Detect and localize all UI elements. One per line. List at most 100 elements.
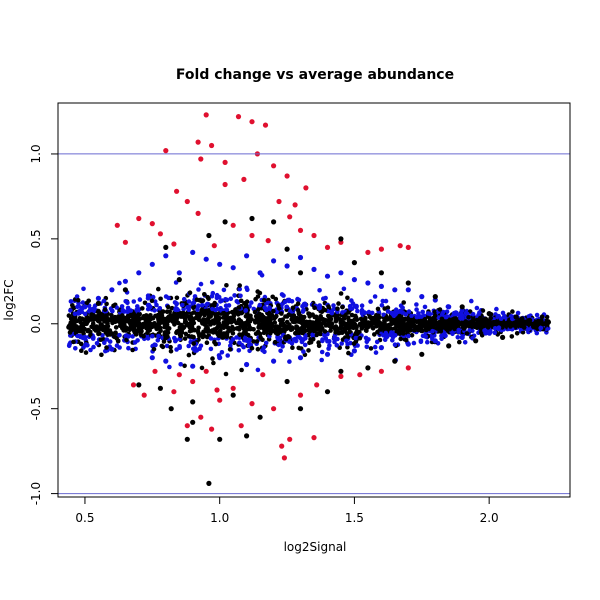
band-point — [492, 326, 498, 331]
data-point — [365, 365, 371, 371]
band-point — [252, 309, 258, 315]
band-point — [301, 349, 306, 354]
band-point — [290, 305, 296, 311]
data-point — [378, 345, 384, 351]
band-point — [393, 311, 398, 317]
band-point — [251, 327, 256, 332]
band-point — [257, 302, 263, 308]
band-point — [110, 320, 115, 326]
band-point — [279, 311, 284, 316]
band-point — [456, 329, 461, 335]
band-point — [257, 290, 263, 296]
band-point — [104, 301, 109, 307]
band-point — [185, 305, 190, 310]
band-point — [191, 334, 196, 340]
band-point — [208, 346, 214, 352]
band-point — [510, 309, 515, 314]
band-point — [158, 320, 163, 326]
band-point — [278, 348, 283, 354]
series-1 — [82, 249, 492, 369]
y-tick-label: 0.5 — [29, 229, 43, 248]
data-point — [114, 222, 120, 228]
data-point — [378, 270, 384, 276]
band-point — [326, 313, 331, 319]
data-point — [473, 338, 479, 344]
band-point — [287, 308, 293, 314]
band-point — [117, 280, 122, 286]
band-point — [392, 326, 398, 331]
band-point — [319, 349, 325, 355]
data-point — [95, 295, 101, 301]
band-point — [231, 326, 236, 332]
band-point — [154, 323, 160, 328]
data-point — [284, 246, 290, 252]
band-point — [271, 308, 276, 314]
band-point — [325, 339, 330, 344]
data-point — [297, 392, 304, 398]
y-tick-label: 0.0 — [29, 314, 43, 333]
band-point — [145, 336, 151, 341]
band-point — [205, 319, 210, 325]
band-point — [498, 320, 503, 326]
data-point — [338, 368, 344, 374]
band-point — [339, 341, 345, 346]
band-point — [329, 310, 335, 316]
data-point — [324, 244, 331, 250]
data-point — [157, 231, 163, 237]
band-point — [204, 302, 209, 308]
band-point — [344, 338, 349, 344]
band-point — [531, 323, 536, 329]
band-point — [131, 315, 136, 321]
band-point — [162, 317, 167, 323]
data-point — [284, 263, 290, 269]
band-point — [453, 316, 459, 321]
band-point — [237, 286, 242, 292]
band-point — [103, 348, 108, 354]
band-point — [316, 306, 322, 311]
band-point — [346, 350, 351, 356]
band-point — [101, 298, 107, 304]
data-point — [297, 254, 304, 261]
data-point — [184, 198, 190, 205]
band-point — [205, 294, 210, 300]
band-point — [307, 340, 312, 346]
band-point — [394, 321, 400, 327]
band-point — [383, 298, 389, 304]
band-point — [191, 341, 196, 346]
band-point — [503, 322, 508, 327]
band-point — [248, 326, 253, 332]
band-point — [355, 308, 360, 314]
band-point — [346, 310, 351, 315]
band-point — [432, 313, 438, 319]
data-point — [271, 258, 277, 264]
data-point — [149, 221, 155, 227]
band-point — [260, 314, 265, 320]
band-point — [538, 325, 544, 331]
band-point — [164, 309, 170, 315]
data-point — [271, 163, 277, 169]
band-point — [351, 341, 357, 346]
band-point — [131, 327, 137, 332]
data-point — [446, 304, 452, 310]
band-point — [224, 315, 229, 321]
x-tick-label: 0.5 — [75, 511, 94, 525]
band-point — [73, 328, 79, 334]
band-point — [145, 302, 151, 308]
band-point — [372, 294, 378, 299]
band-point — [175, 311, 181, 317]
band-point — [90, 336, 96, 341]
band-point — [409, 313, 414, 319]
band-point — [462, 321, 467, 327]
band-point — [153, 342, 158, 348]
data-point — [419, 351, 425, 357]
band-point — [254, 339, 260, 344]
data-point — [171, 389, 177, 395]
band-point — [204, 340, 210, 346]
band-point — [245, 332, 251, 338]
band-point — [98, 337, 104, 343]
band-point — [77, 316, 83, 321]
band-point — [368, 315, 374, 321]
band-point — [223, 371, 229, 377]
band-point — [432, 309, 438, 315]
band-point — [273, 296, 279, 302]
